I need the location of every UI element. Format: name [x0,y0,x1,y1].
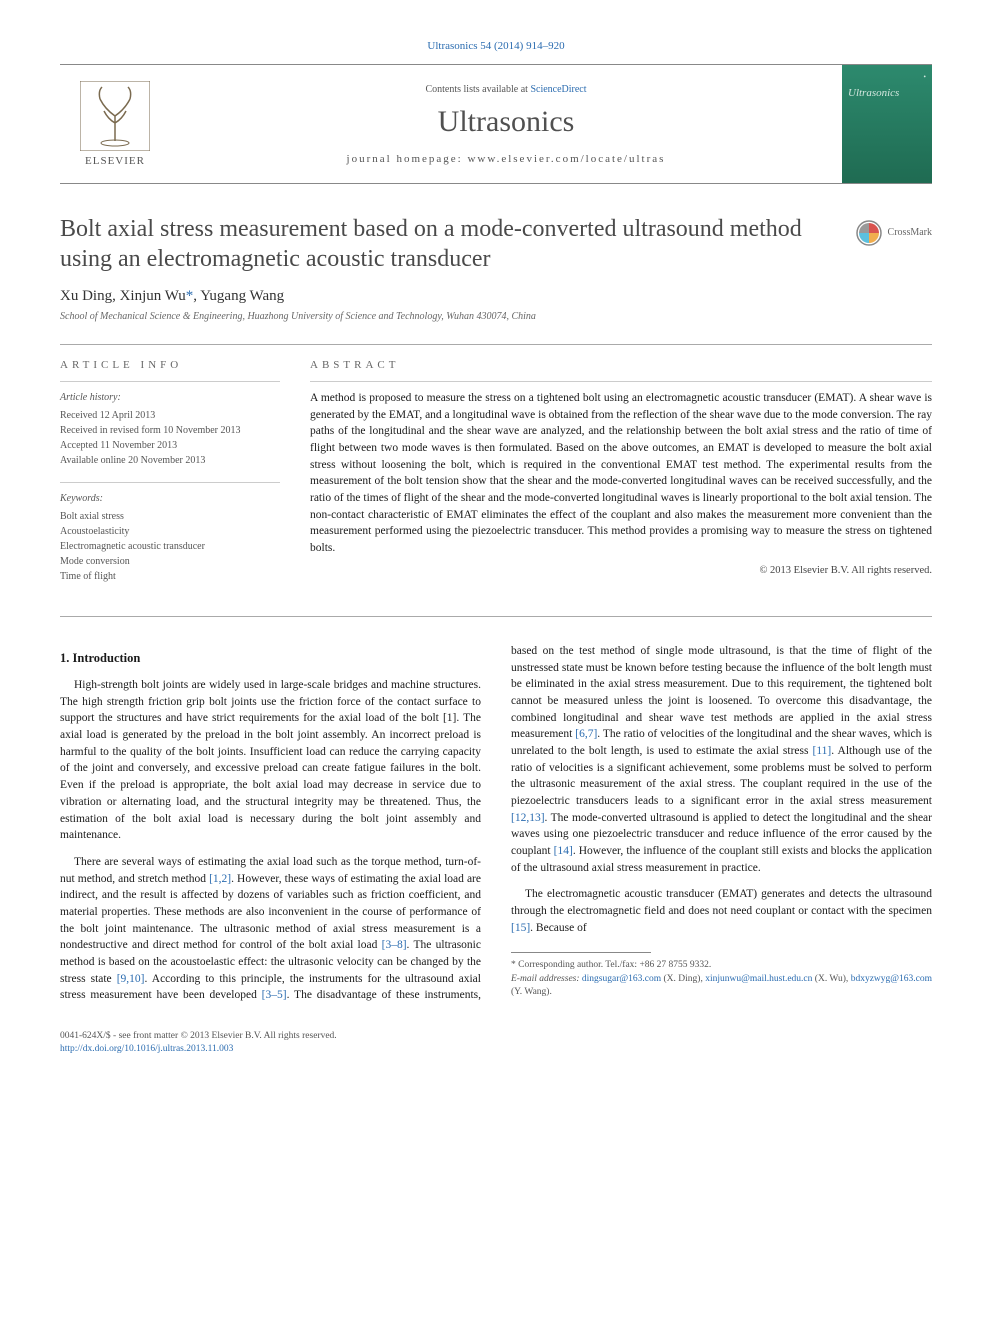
keyword-2: Acoustoelasticity [60,524,280,539]
cite-6-7[interactable]: [6,7] [575,728,597,740]
authors: Xu Ding, Xinjun Wu*, Yugang Wang [60,288,932,305]
history-online: Available online 20 November 2013 [60,453,280,468]
authors-names: Xu Ding, Xinjun Wu [60,288,186,304]
email3-who: (Y. Wang). [511,987,552,997]
contents-available: Contents lists available at ScienceDirec… [425,84,586,95]
journal-title: Ultrasonics [438,105,575,139]
history-accepted: Accepted 11 November 2013 [60,438,280,453]
article-title: Bolt axial stress measurement based on a… [60,214,932,274]
cite-12-13[interactable]: [12,13] [511,812,545,824]
cover-head: • [848,73,926,81]
email-label: E-mail addresses: [511,974,582,984]
footnote-separator [511,952,651,953]
contents-prefix: Contents lists available at [425,84,530,95]
abstract-column: abstract A method is proposed to measure… [310,359,932,598]
info-abstract-row: article info Article history: Received 1… [60,344,932,617]
masthead-center: Contents lists available at ScienceDirec… [170,65,842,183]
section-1-title: 1. Introduction [60,649,481,667]
page-footer: 0041-624X/$ - see front matter © 2013 El… [60,1030,932,1057]
keyword-3: Electromagnetic acoustic transducer [60,539,280,554]
article-header: Bolt axial stress measurement based on a… [60,214,932,322]
keyword-4: Mode conversion [60,554,280,569]
history-label: Article history: [60,390,280,405]
p4b: . Because of [530,922,587,934]
crossmark-badge[interactable]: CrossMark [856,220,932,246]
cite-1-2[interactable]: [1,2] [209,873,231,885]
crossmark-label: CrossMark [888,227,932,240]
publisher-name: ELSEVIER [85,155,145,167]
history-revised: Received in revised form 10 November 201… [60,423,280,438]
crossmark-icon [856,220,882,246]
abstract-text: A method is proposed to measure the stre… [310,381,932,557]
email-addresses: E-mail addresses: dingsugar@163.com (X. … [511,973,932,1000]
cite-3-5[interactable]: [3–5] [262,989,287,1001]
masthead: ELSEVIER Contents lists available at Sci… [60,64,932,184]
article-info-heading: article info [60,359,280,371]
history-received: Received 12 April 2013 [60,408,280,423]
issn-line: 0041-624X/$ - see front matter © 2013 El… [60,1030,932,1043]
keywords-block: Keywords: Bolt axial stress Acoustoelast… [60,482,280,584]
affiliation: School of Mechanical Science & Engineeri… [60,311,932,322]
homepage-url[interactable]: www.elsevier.com/locate/ultras [467,153,665,165]
cite-15[interactable]: [15] [511,922,530,934]
p3g: . However, the influence of the couplant… [511,845,932,874]
p4a: The electromagnetic acoustic transducer … [511,888,932,917]
article-history: Article history: Received 12 April 2013 … [60,381,280,468]
sciencedirect-link[interactable]: ScienceDirect [530,84,586,95]
authors-tail: , Yugang Wang [193,288,284,304]
article-title-text: Bolt axial stress measurement based on a… [60,216,802,272]
journal-cover-thumbnail[interactable]: • Ultrasonics [842,65,932,183]
intro-p1: High-strength bolt joints are widely use… [60,677,481,844]
doi-link[interactable]: http://dx.doi.org/10.1016/j.ultras.2013.… [60,1044,233,1054]
email-wang[interactable]: bdxyzwyg@163.com [851,974,932,984]
email-ding[interactable]: dingsugar@163.com [582,974,661,984]
header-citation[interactable]: Ultrasonics 54 (2014) 914–920 [60,40,932,52]
email2-who: (X. Wu), [812,974,850,984]
elsevier-tree-icon [80,81,150,151]
publisher-logo[interactable]: ELSEVIER [60,65,170,183]
corresponding-author-note: * Corresponding author. Tel./fax: +86 27… [511,959,932,972]
email1-who: (X. Ding), [661,974,705,984]
footnotes: * Corresponding author. Tel./fax: +86 27… [511,959,932,999]
keyword-1: Bolt axial stress [60,509,280,524]
intro-p4: The electromagnetic acoustic transducer … [511,886,932,936]
abstract-heading: abstract [310,359,932,371]
article-info-column: article info Article history: Received 1… [60,359,280,598]
email-wu[interactable]: xinjunwu@mail.hust.edu.cn [705,974,812,984]
cite-9-10[interactable]: [9,10] [117,973,145,985]
cite-14[interactable]: [14] [554,845,573,857]
abstract-copyright: © 2013 Elsevier B.V. All rights reserved… [310,565,932,576]
cite-3-8[interactable]: [3–8] [382,939,407,951]
homepage-label: journal homepage: [347,153,468,165]
article-body: 1. Introduction High-strength bolt joint… [60,643,932,1004]
keyword-5: Time of flight [60,569,280,584]
keywords-label: Keywords: [60,491,280,506]
journal-homepage: journal homepage: www.elsevier.com/locat… [347,153,666,165]
cite-11[interactable]: [11] [813,745,832,757]
cover-title: Ultrasonics [848,87,926,99]
